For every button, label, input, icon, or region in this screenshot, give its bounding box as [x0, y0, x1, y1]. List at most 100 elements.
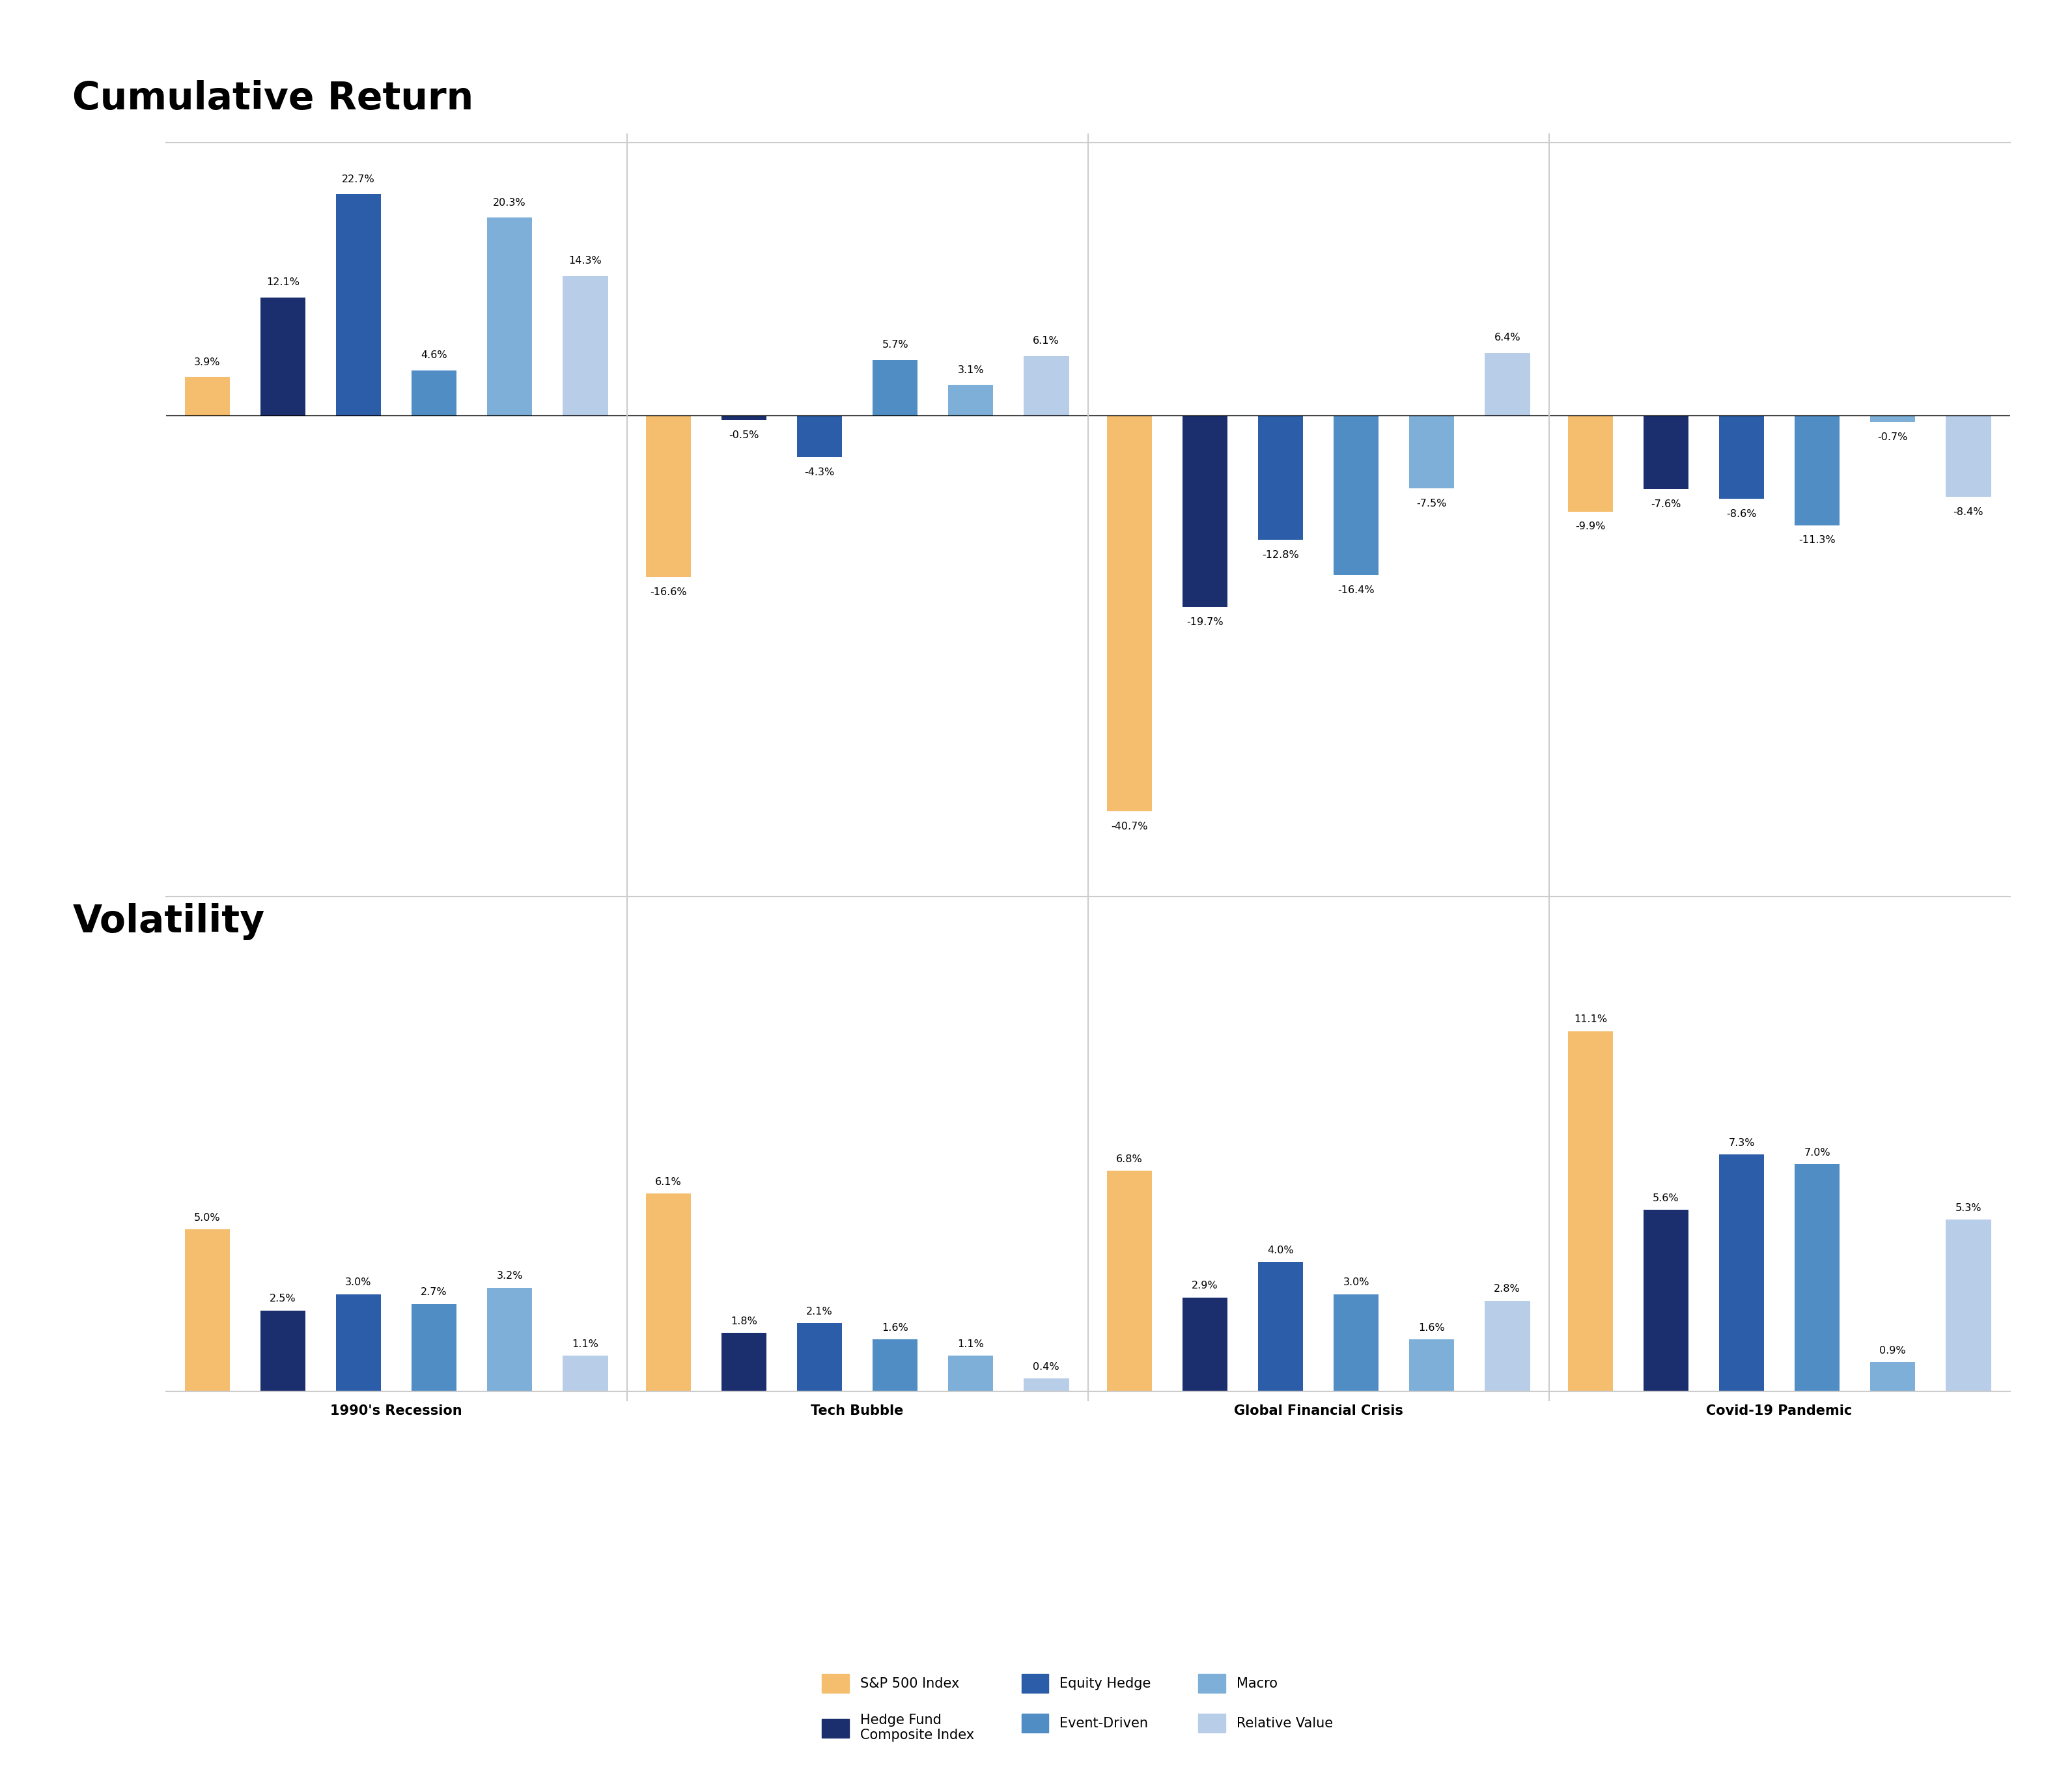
Text: 22.7%: 22.7%	[342, 175, 375, 184]
Bar	[184, 376, 230, 416]
Text: -19.7%: -19.7%	[1187, 617, 1222, 626]
Bar	[721, 416, 767, 419]
Bar	[487, 218, 533, 416]
Bar	[412, 1304, 456, 1392]
Text: 3.2%: 3.2%	[497, 1272, 522, 1281]
Bar	[1946, 1220, 1991, 1392]
Text: 4.6%: 4.6%	[421, 350, 448, 360]
Text: 2.7%: 2.7%	[421, 1288, 448, 1297]
Text: -11.3%: -11.3%	[1798, 535, 1836, 546]
Bar	[1871, 1363, 1915, 1392]
Text: 1.6%: 1.6%	[1419, 1324, 1444, 1333]
Bar	[646, 1193, 692, 1392]
Bar	[1569, 416, 1614, 512]
Text: 5.3%: 5.3%	[1956, 1202, 1981, 1213]
Text: 1.1%: 1.1%	[957, 1340, 984, 1349]
Bar	[1106, 416, 1152, 812]
Bar	[412, 371, 456, 416]
Bar	[1946, 416, 1991, 498]
Text: -4.3%: -4.3%	[804, 467, 835, 476]
Bar	[1871, 416, 1915, 423]
Text: 1.6%: 1.6%	[883, 1324, 908, 1333]
Text: -40.7%: -40.7%	[1111, 821, 1148, 831]
Text: 6.1%: 6.1%	[655, 1177, 682, 1186]
Text: -16.6%: -16.6%	[651, 587, 686, 596]
Bar	[1643, 1210, 1689, 1392]
Text: 4.0%: 4.0%	[1268, 1245, 1293, 1254]
Text: 2.1%: 2.1%	[806, 1308, 833, 1317]
Text: 6.8%: 6.8%	[1117, 1154, 1142, 1165]
Text: -0.5%: -0.5%	[729, 430, 758, 441]
X-axis label: Covid-19 Pandemic: Covid-19 Pandemic	[1707, 1404, 1852, 1416]
Bar	[1258, 416, 1303, 541]
Bar	[1720, 416, 1763, 500]
Bar	[562, 1356, 607, 1392]
Bar	[1106, 1170, 1152, 1392]
Text: 1.1%: 1.1%	[572, 1340, 599, 1349]
Bar	[798, 416, 841, 457]
Text: 5.6%: 5.6%	[1653, 1193, 1678, 1202]
Text: 7.0%: 7.0%	[1805, 1147, 1830, 1158]
Text: Volatility: Volatility	[73, 903, 265, 940]
Bar	[872, 1340, 918, 1392]
Text: 3.0%: 3.0%	[1343, 1277, 1370, 1288]
Bar	[1183, 1297, 1227, 1392]
Bar	[1334, 416, 1378, 574]
Text: Cumulative Return: Cumulative Return	[73, 80, 474, 118]
X-axis label: 1990's Recession: 1990's Recession	[329, 1404, 462, 1416]
Bar	[1484, 1301, 1529, 1392]
Bar	[1643, 416, 1689, 489]
Text: 20.3%: 20.3%	[493, 198, 526, 207]
Text: 6.1%: 6.1%	[1034, 335, 1059, 346]
Bar	[261, 1309, 305, 1392]
Text: 2.5%: 2.5%	[269, 1293, 296, 1304]
Bar	[1409, 416, 1455, 489]
Text: 3.0%: 3.0%	[346, 1277, 371, 1288]
Text: -9.9%: -9.9%	[1575, 521, 1606, 532]
Bar	[798, 1324, 841, 1392]
Bar	[1024, 355, 1069, 416]
Text: -7.5%: -7.5%	[1417, 498, 1446, 508]
Bar	[1794, 416, 1840, 524]
Text: 3.9%: 3.9%	[195, 357, 220, 368]
Text: -8.4%: -8.4%	[1954, 507, 1983, 517]
Bar	[336, 1293, 381, 1392]
Bar	[1569, 1031, 1614, 1392]
Text: 0.9%: 0.9%	[1879, 1345, 1906, 1356]
Text: -16.4%: -16.4%	[1339, 585, 1374, 594]
Bar	[261, 298, 305, 416]
Text: -8.6%: -8.6%	[1726, 508, 1757, 519]
Text: -12.8%: -12.8%	[1262, 549, 1299, 560]
Bar	[336, 194, 381, 416]
Bar	[1409, 1340, 1455, 1392]
Bar	[1183, 416, 1227, 607]
Bar	[487, 1288, 533, 1392]
Text: 2.8%: 2.8%	[1494, 1284, 1521, 1293]
Text: 14.3%: 14.3%	[568, 257, 601, 266]
Text: -7.6%: -7.6%	[1651, 500, 1680, 508]
Text: 3.1%: 3.1%	[957, 366, 984, 375]
Bar	[1258, 1261, 1303, 1392]
Text: 5.7%: 5.7%	[883, 339, 908, 350]
Bar	[562, 277, 607, 416]
Bar	[1024, 1379, 1069, 1392]
Bar	[184, 1229, 230, 1392]
Bar	[1334, 1293, 1378, 1392]
Text: -0.7%: -0.7%	[1877, 432, 1908, 442]
Text: 6.4%: 6.4%	[1494, 334, 1521, 343]
Bar	[1794, 1165, 1840, 1392]
X-axis label: Tech Bubble: Tech Bubble	[810, 1404, 903, 1416]
Bar	[1720, 1154, 1763, 1392]
X-axis label: Global Financial Crisis: Global Financial Crisis	[1233, 1404, 1403, 1416]
Text: 7.3%: 7.3%	[1728, 1138, 1755, 1147]
Text: 11.1%: 11.1%	[1575, 1015, 1608, 1024]
Bar	[949, 385, 992, 416]
Bar	[721, 1333, 767, 1392]
Bar	[872, 360, 918, 416]
Bar	[646, 416, 692, 576]
Text: 5.0%: 5.0%	[195, 1213, 220, 1222]
Bar	[1484, 353, 1529, 416]
Text: 0.4%: 0.4%	[1034, 1363, 1059, 1372]
Text: 2.9%: 2.9%	[1191, 1281, 1218, 1292]
Bar	[949, 1356, 992, 1392]
